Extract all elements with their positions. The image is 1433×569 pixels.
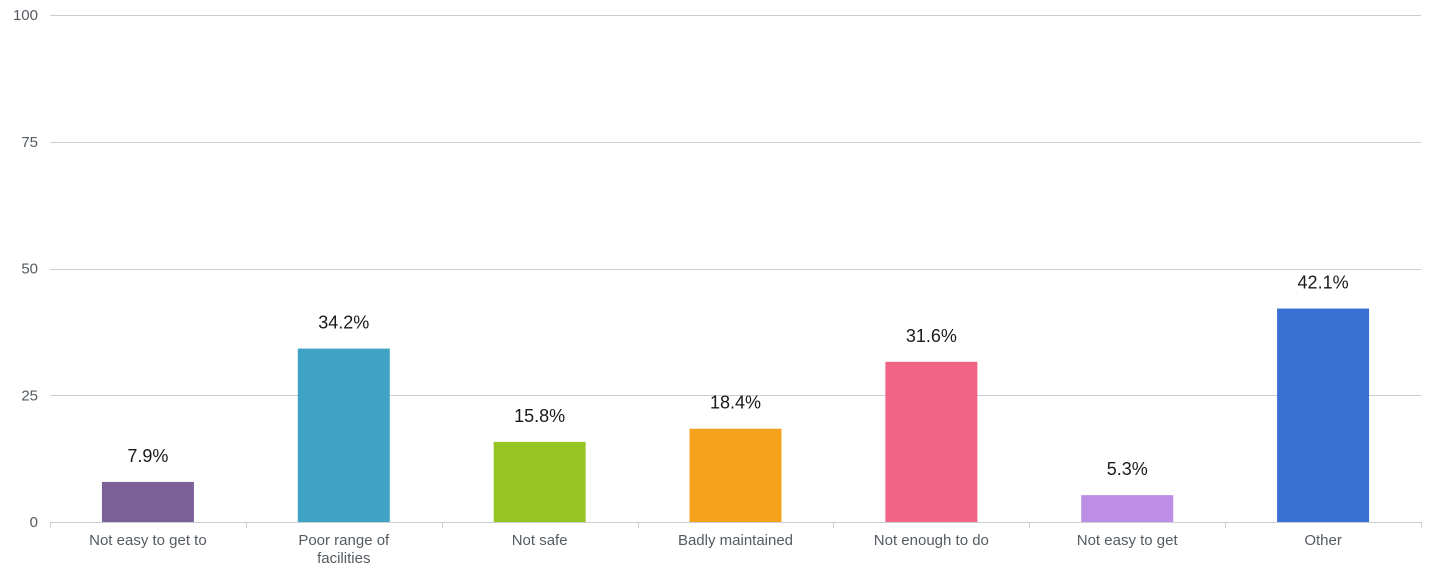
x-tick-label: Not enough to do [874, 532, 989, 549]
data-label: 15.8% [514, 406, 565, 426]
data-label: 18.4% [710, 393, 761, 413]
bar [493, 441, 586, 522]
x-tick-label: Not easy to get to [89, 532, 207, 549]
data-label: 34.2% [318, 313, 369, 333]
bar [101, 481, 194, 522]
gridlines: 0 25 50 75 100 [13, 7, 1421, 531]
y-tick-label: 25 [21, 387, 38, 404]
data-label: 42.1% [1298, 273, 1349, 293]
bar [1277, 308, 1370, 522]
y-tick-label: 0 [30, 514, 38, 531]
bar [885, 361, 978, 522]
data-labels: 7.9% 34.2% 15.8% 18.4% 31.6% 5.3% 42.1% [127, 273, 1348, 480]
x-tick-label: Other [1304, 532, 1342, 549]
x-axis: Not easy to get to Poor range of facilitie… [50, 522, 1422, 567]
bar [1081, 495, 1174, 522]
x-tick-label: Not easy to get [1077, 532, 1179, 549]
data-label: 5.3% [1107, 459, 1148, 479]
bars [101, 308, 1370, 522]
y-tick-label: 100 [13, 7, 38, 24]
bar [297, 348, 390, 522]
y-tick-label: 75 [21, 134, 38, 151]
y-tick-label: 50 [21, 261, 38, 278]
data-label: 7.9% [127, 446, 168, 466]
bar [689, 428, 782, 522]
x-tick-label: Poor range of facilities [298, 532, 390, 567]
x-tick-label: Badly maintained [678, 532, 793, 549]
data-label: 31.6% [906, 326, 957, 346]
x-tick-label: Not safe [512, 532, 568, 549]
